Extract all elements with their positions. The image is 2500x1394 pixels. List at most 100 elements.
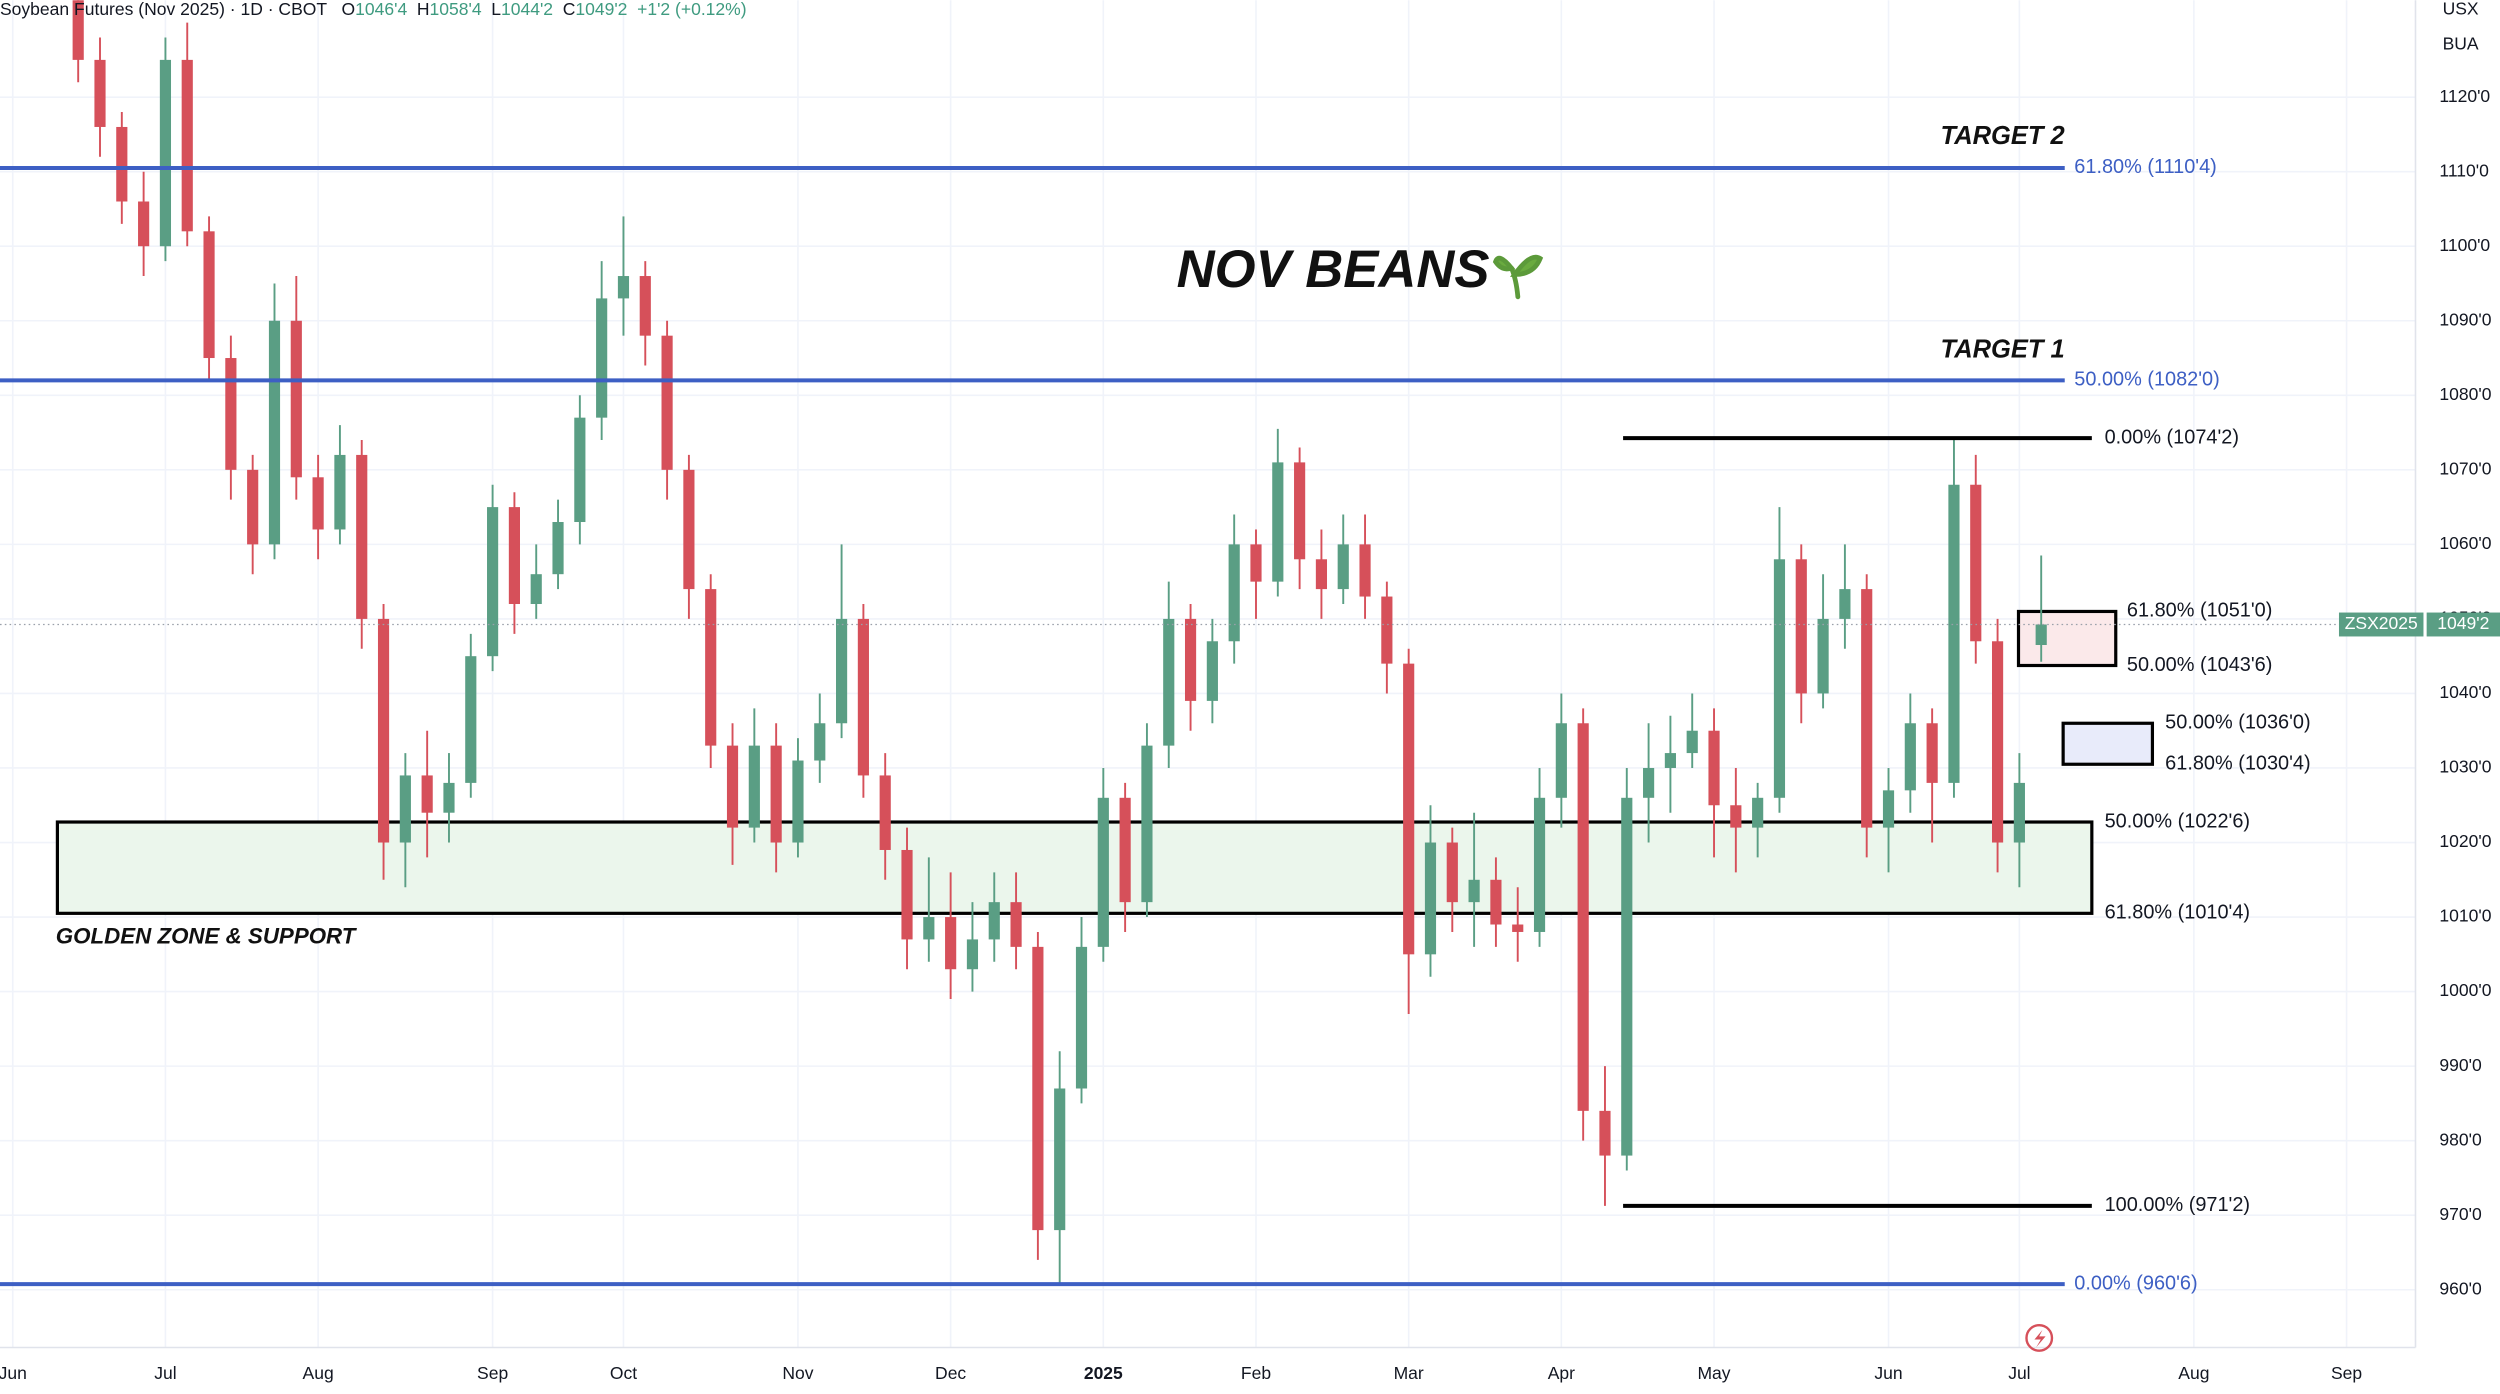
symbol-label: ZSX2025 [2345, 613, 2418, 633]
candle-body [1621, 797, 1633, 1156]
y-tick-label: 1120'0 [2439, 86, 2490, 106]
candle-body [508, 507, 520, 605]
candle-body [1991, 641, 2004, 843]
level-label: 61.80% (1110'4) [2074, 156, 2217, 178]
currency: USX [2443, 0, 2479, 18]
candle-body [1948, 484, 1960, 783]
grid [0, 0, 2416, 1348]
candle-body [857, 618, 869, 776]
candle-body [1272, 462, 1284, 582]
ohlc-value: 1046'4 [355, 0, 407, 18]
y-tick-label: 990'0 [2439, 1055, 2482, 1075]
candle-body [94, 59, 106, 127]
candle-body [945, 917, 957, 970]
candles [72, 0, 2047, 1285]
candle-body [203, 231, 215, 359]
candle-body [1250, 544, 1262, 582]
candle-body [1359, 544, 1371, 597]
candle-body [2035, 624, 2047, 645]
unit: BUA [2443, 34, 2479, 54]
candle-body [1184, 618, 1197, 701]
candle-body [312, 477, 324, 530]
candle-body [901, 849, 913, 940]
candle-body [1773, 559, 1786, 798]
candle-body [1075, 946, 1088, 1089]
overlays: 50.00% (1022'6) 61.80% (1010'4) 61.80% (10… [0, 156, 2416, 1294]
candle-body [72, 0, 84, 60]
candle-body [574, 417, 586, 523]
change: +1'2 (+0.12%) [637, 0, 746, 18]
level-label: 100.00% (971'2) [2105, 1194, 2250, 1216]
candle-body [1446, 842, 1458, 903]
candle-body [661, 335, 673, 470]
x-tick-label: Sep [477, 1363, 508, 1383]
candle-body [1141, 745, 1153, 903]
candle-body [1228, 544, 1240, 642]
candle-body [1337, 544, 1349, 590]
candle-body [290, 320, 302, 478]
price-label: 1049'2 [2437, 613, 2489, 633]
candle-body [1752, 797, 1764, 828]
candle-body [792, 760, 804, 843]
annotation: TARGET 1 [1941, 336, 2065, 364]
candle-body [836, 618, 848, 724]
sprout-leaf [1492, 255, 1516, 272]
candle-body [356, 454, 368, 619]
candle-body [1577, 723, 1589, 1111]
y-tick-label: 1080'0 [2439, 384, 2491, 404]
header: Soybean Futures (Nov 2025) · 1D · CBOT O… [0, 0, 747, 18]
candle-body [1664, 753, 1676, 768]
alert-icon [2025, 1323, 2054, 1352]
y-tick-label: 1110'0 [2439, 160, 2489, 180]
x-tick-label: Apr [1548, 1363, 1575, 1383]
zone-label: 50.00% (1022'6) [2105, 810, 2250, 832]
candle-body [1010, 902, 1022, 947]
x-tick-label: 2025 [1084, 1363, 1123, 1383]
candle-body [1555, 723, 1567, 798]
y-tick-label: 1070'0 [2439, 458, 2491, 478]
candle-body [1490, 879, 1502, 925]
zone [2061, 721, 2155, 766]
candle-body [421, 775, 433, 813]
candle-body [596, 298, 608, 418]
y-tick-label: 1090'0 [2439, 309, 2491, 329]
candle-body [225, 358, 237, 470]
ohlc-key: C [563, 0, 576, 18]
x-tick-label: Aug [2178, 1363, 2209, 1383]
candle-body [705, 589, 717, 746]
candle-body [1904, 723, 1916, 791]
zone-label: 50.00% (1036'0) [2165, 712, 2310, 734]
candle-body [1861, 589, 1873, 828]
y-tick-label: 980'0 [2439, 1129, 2482, 1149]
y-tick-label: 970'0 [2439, 1204, 2482, 1224]
candle-body [1315, 559, 1328, 590]
y-tick-label: 1100'0 [2439, 235, 2490, 255]
candle-body [1817, 618, 1829, 694]
candle-body [1795, 559, 1807, 694]
alert-circle [2025, 1323, 2054, 1352]
ohlc-key: L [491, 0, 501, 18]
candle-body [879, 775, 891, 850]
candle-body [1206, 641, 1218, 701]
candle-body [1403, 663, 1415, 955]
x-tick-label: Nov [782, 1363, 813, 1383]
x-tick-label: Dec [935, 1363, 966, 1383]
candle-body [617, 276, 630, 299]
candle-body [1512, 924, 1524, 932]
sprout-leaf [1510, 254, 1544, 277]
y-tick-label: 1040'0 [2439, 682, 2491, 702]
candle-body [487, 507, 499, 657]
candle-body [1599, 1110, 1611, 1156]
candle-body [748, 745, 760, 828]
ohlc-value: 1044'2 [501, 0, 553, 18]
ohlc-key: O [342, 0, 356, 18]
zones [55, 609, 2155, 915]
candle-body [1054, 1088, 1066, 1231]
level-label: 0.00% (1074'2) [2105, 426, 2239, 448]
candle-body [683, 469, 695, 590]
candle-body [1381, 596, 1393, 664]
candle-body [552, 522, 564, 575]
zone [55, 820, 2094, 915]
x-tick-label: May [1697, 1363, 1730, 1383]
